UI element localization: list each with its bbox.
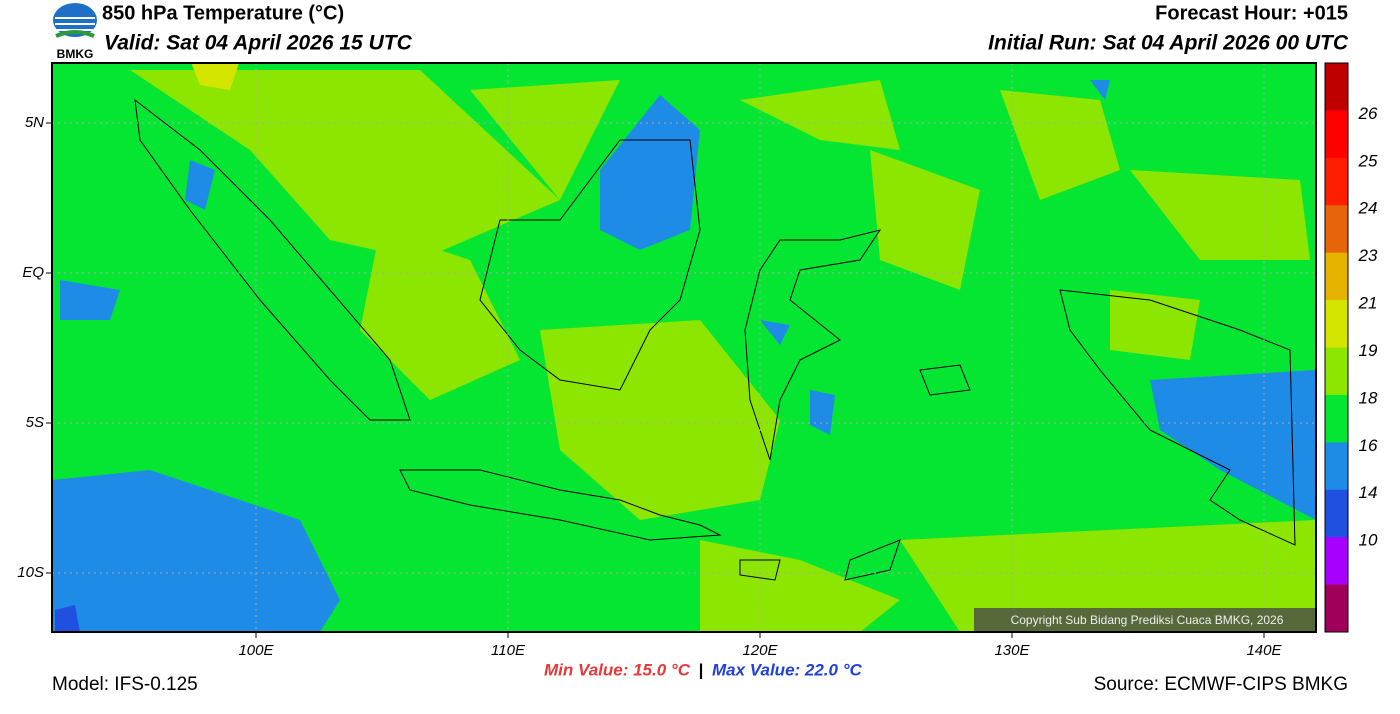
- map-frame: [51, 62, 1317, 633]
- colorbar-swatch: [1325, 584, 1348, 633]
- colorbar-swatch: [1325, 489, 1348, 538]
- colorbar-label: 14: [1359, 483, 1378, 502]
- logo-text: BMKG: [57, 47, 94, 61]
- colorbar-swatch: [1325, 300, 1348, 348]
- lat-labels: 5N EQ 5S 10S: [17, 114, 52, 581]
- lon-label: 100E: [238, 642, 274, 659]
- lon-label: 120E: [742, 642, 778, 659]
- colorbar-swatch: [1325, 252, 1348, 301]
- forecast-hour: Forecast Hour: +015: [1155, 2, 1348, 24]
- valid-time: Valid: Sat 04 April 2026 15 UTC: [104, 32, 413, 55]
- colorbar-label: 19: [1359, 341, 1378, 360]
- colorbar-label: 24: [1358, 199, 1378, 218]
- coastlines: [134, 98, 1296, 581]
- colorbar-label: 10: [1359, 531, 1378, 550]
- graticule: [52, 63, 1316, 632]
- colorbar-swatch: [1325, 157, 1348, 206]
- colorbar-swatch: [1325, 205, 1348, 254]
- initial-run: Initial Run: Sat 04 April 2026 00 UTC: [988, 32, 1349, 55]
- colorbar-label: 21: [1358, 294, 1378, 313]
- lon-labels: 100E 110E 120E 130E 140E: [238, 632, 1283, 659]
- max-value: Max Value: 22.0 °C: [712, 660, 863, 679]
- colorbar-swatch: [1325, 537, 1348, 586]
- separator: |: [699, 660, 704, 679]
- colorbar-label: 25: [1358, 151, 1378, 170]
- lat-label: 5N: [25, 114, 44, 131]
- colorbar-label: 26: [1358, 104, 1378, 123]
- logo: BMKG: [53, 3, 97, 61]
- colorbar-label: 16: [1359, 436, 1378, 455]
- copyright: Copyright Sub Bidang Prediksi Cuaca BMKG…: [1011, 613, 1284, 627]
- lon-label: 110E: [491, 642, 526, 659]
- lat-label: 5S: [26, 414, 44, 431]
- colorbar-label: 23: [1358, 246, 1378, 265]
- lat-label: EQ: [22, 264, 44, 281]
- colorbar-swatch: [1325, 63, 1348, 111]
- lat-label: 10S: [17, 564, 44, 581]
- colorbar-swatch: [1325, 110, 1348, 159]
- lon-label: 130E: [994, 642, 1030, 659]
- colorbar-frame: [1324, 62, 1349, 633]
- model: Model: IFS-0.125: [52, 674, 198, 695]
- colorbar-swatch: [1325, 442, 1348, 491]
- title: 850 hPa Temperature (°C): [102, 2, 344, 24]
- colorbar-swatch: [1325, 347, 1348, 396]
- min-value: Min Value: 15.0 °C: [544, 660, 691, 679]
- colorbar-label: 18: [1359, 388, 1378, 407]
- colorbar: 26 25 24 23 21 19 18 16 14 10: [1324, 62, 1378, 633]
- temperature-field: Copyright Sub Bidang Prediksi Cuaca BMKG…: [52, 63, 1316, 632]
- colorbar-swatch: [1325, 394, 1348, 443]
- lon-label: 140E: [1246, 642, 1282, 659]
- source: Source: ECMWF-CIPS BMKG: [1094, 674, 1348, 695]
